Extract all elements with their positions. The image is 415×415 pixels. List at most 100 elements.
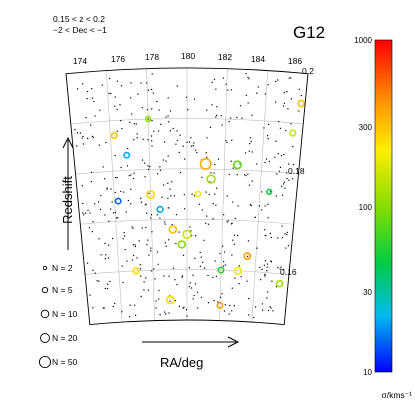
galaxy-point [237, 234, 239, 237]
galaxy-point [193, 98, 196, 100]
colorbar-gradient [374, 39, 393, 373]
galaxy-point [111, 237, 114, 240]
galaxy-point [82, 143, 85, 145]
galaxy-point [122, 238, 124, 240]
galaxy-point [112, 305, 114, 308]
galaxy-point [108, 220, 110, 222]
galaxy-point [134, 304, 136, 306]
ra-tick-label: 178 [145, 52, 159, 62]
galaxy-point [167, 182, 169, 185]
galaxy-point [138, 240, 140, 242]
galaxy-point [131, 259, 134, 261]
galaxy-point [143, 281, 145, 283]
galaxy-point [244, 152, 247, 154]
legend-label: N = 5 [52, 285, 73, 295]
galaxy-point [133, 254, 135, 257]
galaxy-point [155, 307, 157, 309]
galaxy-point [140, 275, 142, 277]
galaxy-point [141, 227, 143, 229]
galaxy-point [175, 242, 177, 245]
galaxy-point [226, 221, 228, 223]
galaxy-point [222, 265, 225, 267]
galaxy-point [106, 187, 108, 189]
galaxy-point [181, 276, 183, 278]
galaxy-point [264, 234, 266, 237]
galaxy-point [147, 165, 149, 167]
galaxy-point [182, 254, 185, 256]
galaxy-point [135, 123, 137, 125]
galaxy-point [98, 280, 100, 282]
galaxy-point [230, 89, 233, 91]
galaxy-point [175, 214, 178, 216]
galaxy-point [120, 85, 123, 87]
galaxy-point [224, 304, 226, 306]
galaxy-point [156, 214, 158, 216]
galaxy-point [206, 156, 208, 158]
galaxy-point [222, 245, 224, 247]
galaxy-point [261, 191, 263, 193]
galaxy-point [164, 311, 166, 313]
galaxy-point [287, 163, 290, 165]
galaxy-point [278, 170, 280, 172]
galaxy-point [198, 203, 201, 205]
galaxy-point [216, 187, 218, 189]
galaxy-point [259, 266, 261, 268]
wedge-grid [70, 68, 304, 323]
galaxy-point [183, 208, 186, 210]
galaxy-point [261, 309, 264, 311]
galaxy-point [165, 160, 167, 162]
galaxy-point [236, 174, 238, 176]
colorbar-tick-label: 1000 [354, 36, 372, 45]
galaxy-point [90, 180, 93, 183]
galaxy-point [254, 216, 256, 219]
galaxy-point [147, 289, 150, 291]
galaxy-point [217, 301, 219, 303]
galaxy-point [141, 107, 143, 109]
galaxy-point [283, 91, 285, 94]
galaxy-point [234, 217, 236, 219]
galaxy-point [248, 184, 251, 186]
galaxy-point [206, 137, 208, 139]
galaxy-point [248, 78, 250, 80]
galaxy-point [168, 312, 170, 314]
galaxy-point [116, 177, 118, 179]
galaxy-point [121, 311, 123, 313]
galaxy-point [232, 239, 234, 241]
galaxy-point [223, 251, 226, 253]
ra-tick-label: 176 [111, 54, 125, 64]
galaxy-point [238, 265, 240, 267]
cut-dec: −2 < Dec < −1 [53, 25, 107, 35]
ra-grid-line [219, 68, 228, 321]
galaxy-point [132, 227, 134, 229]
galaxy-point [120, 190, 122, 193]
galaxy-point [247, 102, 249, 104]
galaxy-point [250, 205, 252, 207]
galaxy-point [196, 291, 199, 293]
galaxy-point [151, 119, 153, 122]
galaxy-point [164, 221, 166, 223]
galaxy-point [266, 270, 268, 272]
galaxy-point [170, 195, 172, 197]
galaxy-point [99, 208, 101, 211]
galaxy-point [263, 127, 265, 129]
galaxy-point [191, 145, 193, 147]
galaxy-point [168, 121, 170, 123]
galaxy-point [150, 247, 152, 249]
galaxy-point [192, 298, 194, 300]
galaxy-point [171, 181, 173, 183]
galaxy-point [285, 172, 288, 174]
galaxy-point [108, 244, 110, 246]
galaxy-point [179, 171, 182, 174]
z-tick-label: 0.16 [280, 267, 297, 277]
galaxy-point [174, 279, 176, 281]
galaxy-point [143, 289, 145, 291]
galaxy-point [90, 124, 92, 126]
galaxy-point [158, 109, 160, 111]
galaxy-point [291, 178, 294, 180]
group-marker [156, 205, 164, 214]
galaxy-point [163, 184, 165, 186]
galaxy-point [154, 278, 156, 280]
galaxy-point [157, 173, 159, 175]
galaxy-point [203, 239, 205, 241]
galaxy-point [233, 305, 235, 307]
